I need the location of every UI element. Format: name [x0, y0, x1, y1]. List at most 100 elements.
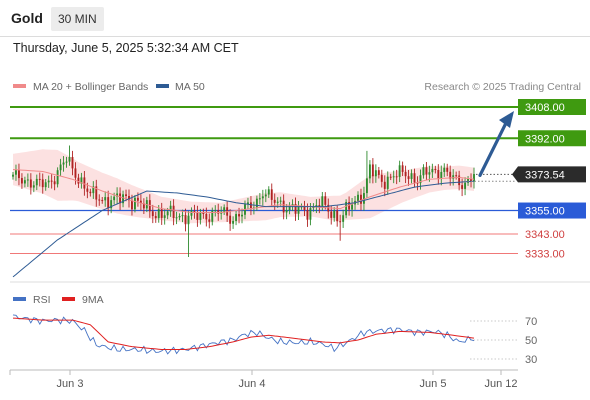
- instrument-title: Gold: [11, 10, 43, 26]
- candle-body: [211, 210, 214, 222]
- candle-body: [214, 210, 217, 212]
- header-bar: Gold 30 MIN: [0, 0, 590, 36]
- timeframe-button[interactable]: 30 MIN: [51, 7, 104, 31]
- candle-body: [17, 170, 20, 179]
- candle-body: [270, 189, 273, 200]
- candle-body: [166, 211, 169, 216]
- candle-body: [15, 170, 17, 175]
- candle-body: [419, 175, 422, 184]
- candle-body: [306, 209, 309, 220]
- candle-body: [273, 199, 276, 203]
- candle-body: [20, 178, 23, 184]
- header-divider: [0, 36, 590, 37]
- projection-arrow-head: [499, 111, 514, 128]
- candle-body: [348, 201, 351, 210]
- x-tick-label: Jun 4: [239, 378, 266, 390]
- resistance-level-tag: [518, 99, 586, 115]
- candle-body: [261, 196, 264, 199]
- candle-body: [202, 212, 205, 214]
- candle-body: [443, 167, 446, 172]
- candle-body: [65, 161, 68, 163]
- candle-body: [431, 168, 434, 173]
- candle-body: [255, 198, 258, 208]
- credit-text: Research © 2025 Trading Central: [424, 81, 581, 93]
- candle-body: [449, 171, 452, 179]
- candle-body: [196, 212, 199, 220]
- candle-body: [104, 197, 107, 201]
- candle-body: [267, 189, 270, 195]
- candle-body: [395, 176, 398, 178]
- candle-body: [461, 185, 464, 189]
- candle-body: [38, 178, 41, 180]
- candle-body: [422, 167, 425, 176]
- candle-body: [342, 215, 345, 222]
- candle-body: [92, 186, 95, 194]
- candle-body: [151, 211, 154, 217]
- candle-body: [404, 171, 407, 177]
- candle-body: [455, 175, 458, 177]
- resistance-level-label: 3408.00: [525, 102, 565, 114]
- candle-body: [413, 173, 416, 183]
- support-level-label: 3333.00: [525, 249, 565, 261]
- candle-body: [416, 182, 419, 184]
- candle-body: [175, 217, 178, 219]
- candle-body: [56, 170, 59, 185]
- candle-body: [407, 176, 410, 179]
- candle-body: [401, 165, 404, 172]
- candle-body: [241, 214, 243, 217]
- rsi-tick-label: 70: [525, 316, 537, 328]
- candle-body: [425, 167, 428, 175]
- current-price-label: 3373.54: [525, 169, 565, 181]
- candle-body: [247, 202, 249, 205]
- resistance-level-label: 3392.00: [525, 133, 565, 145]
- candle-body: [80, 177, 83, 184]
- candle-body: [440, 171, 443, 179]
- candle-body: [62, 162, 65, 165]
- candle-body: [452, 175, 455, 179]
- ma50-line: [12, 180, 475, 278]
- candle-body: [160, 209, 163, 218]
- candle-body: [59, 164, 62, 171]
- candle-body: [458, 175, 461, 186]
- candle-body: [50, 180, 53, 182]
- candle-body: [386, 176, 389, 189]
- candle-body: [110, 200, 113, 209]
- support-level-label: 3343.00: [525, 229, 565, 241]
- candle-body: [181, 215, 184, 217]
- candle-body: [113, 196, 116, 201]
- candle-body: [324, 196, 327, 205]
- candle-body: [208, 219, 211, 222]
- rsi-tick-label: 30: [525, 354, 537, 366]
- candle-body: [163, 215, 166, 218]
- candle-body: [142, 203, 145, 209]
- candle-body: [363, 193, 365, 204]
- candle-body: [238, 214, 240, 217]
- candle-body: [107, 197, 110, 209]
- candle-body: [315, 205, 318, 207]
- candle-body: [345, 201, 348, 216]
- candle-body: [157, 209, 160, 219]
- pivot-level-tag: [518, 202, 586, 219]
- candle-body: [368, 164, 371, 179]
- candle-body: [446, 167, 449, 172]
- candle-body: [297, 206, 300, 214]
- candle-body: [389, 176, 392, 178]
- candle-body: [74, 168, 77, 178]
- candle-body: [434, 168, 437, 170]
- candle-body: [339, 221, 342, 223]
- candle-body: [437, 169, 440, 179]
- candle-body: [77, 177, 80, 184]
- candle-body: [119, 193, 122, 204]
- candle-body: [47, 180, 50, 183]
- candle-body: [41, 179, 44, 188]
- x-tick-label: Jun 12: [484, 378, 517, 390]
- candle-body: [333, 210, 336, 218]
- candle-body: [133, 197, 136, 210]
- ma20-legend-label: MA 20 + Bollinger Bands: [33, 81, 148, 93]
- candle-body: [288, 205, 291, 211]
- rsi-ma-legend-label: 9MA: [82, 294, 104, 306]
- candle-body: [377, 170, 380, 175]
- bollinger-band: [13, 149, 474, 224]
- candle-body: [229, 215, 232, 224]
- candle-body: [44, 182, 47, 188]
